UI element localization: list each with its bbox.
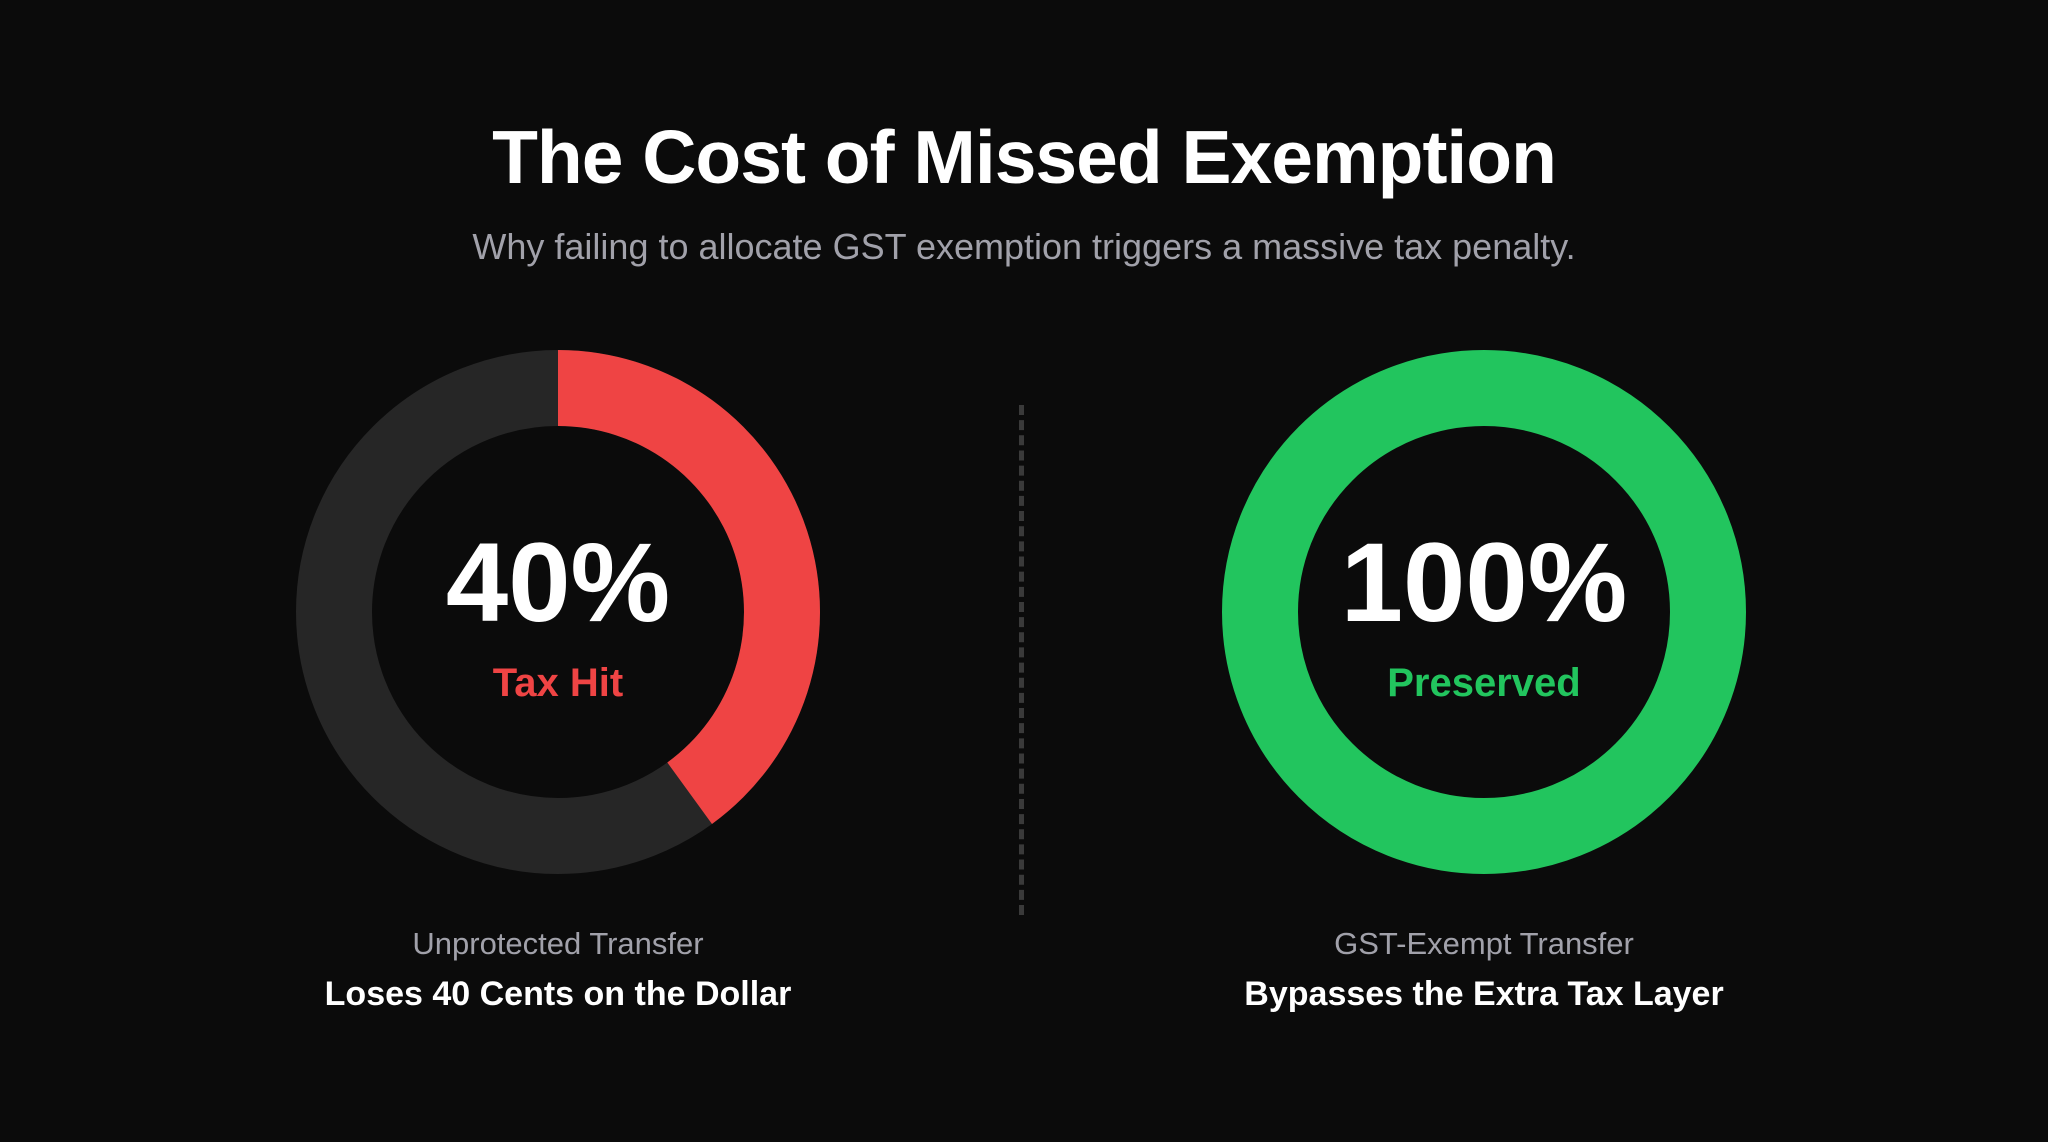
page-title: The Cost of Missed Exemption xyxy=(492,115,1557,199)
unprotected-transfer-headline: Loses 40 Cents on the Dollar xyxy=(324,975,792,1013)
gst-exempt-transfer-headline: Bypasses the Extra Tax Layer xyxy=(1244,975,1724,1013)
preserved-value-slice xyxy=(1222,350,1746,874)
unprotected-transfer-caption: Unprotected Transfer xyxy=(412,926,704,961)
preserved-percentage: 100% xyxy=(1340,520,1628,645)
gst-exempt-transfer-caption: GST-Exempt Transfer xyxy=(1334,926,1634,961)
tax-hit-percentage: 40% xyxy=(445,520,671,645)
preserved-donut-chart xyxy=(1222,350,1746,874)
dashed-divider xyxy=(1019,405,1024,915)
tax-hit-donut-chart xyxy=(296,350,820,874)
preserved-label: Preserved xyxy=(1387,661,1581,705)
page-subtitle: Why failing to allocate GST exemption tr… xyxy=(472,226,1576,267)
tax-hit-label: Tax Hit xyxy=(492,661,624,705)
tax-hit-value-slice xyxy=(558,350,820,824)
